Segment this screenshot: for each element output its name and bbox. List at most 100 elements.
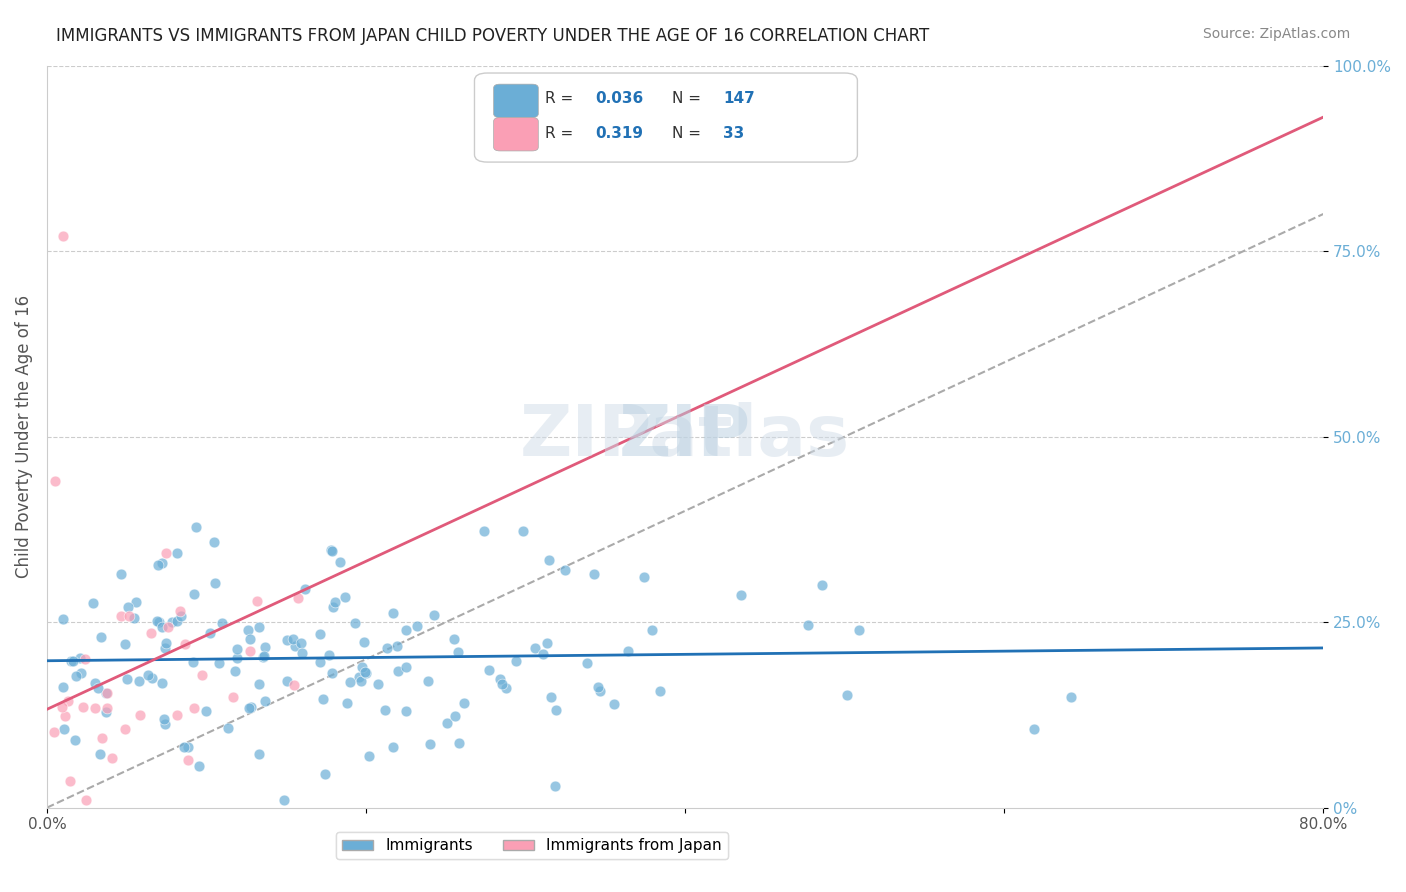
Point: [546, 703, 568, 717]
Point: [283, 639, 305, 653]
Point: [51, 699, 73, 714]
Text: 0.319: 0.319: [596, 127, 644, 141]
Point: [72, 700, 94, 714]
Point: [52, 722, 75, 736]
Point: [166, 615, 188, 629]
Point: [96, 686, 118, 700]
Point: [575, 657, 598, 671]
Point: [91, 731, 114, 746]
Point: [333, 590, 356, 604]
Point: [603, 697, 626, 711]
Point: [52, 680, 75, 694]
Text: N =: N =: [672, 91, 706, 106]
Point: [367, 677, 389, 691]
Point: [211, 615, 233, 630]
Point: [505, 654, 527, 668]
Point: [155, 640, 177, 655]
Point: [115, 672, 138, 686]
Point: [276, 633, 298, 648]
Point: [224, 664, 246, 678]
Point: [141, 671, 163, 685]
Point: [321, 666, 343, 681]
Point: [148, 558, 170, 572]
Point: [170, 608, 193, 623]
Point: [276, 674, 298, 689]
Point: [160, 615, 183, 629]
Point: [641, 624, 664, 638]
Point: [153, 716, 176, 731]
Point: [291, 646, 314, 660]
Point: [523, 640, 546, 655]
Point: [177, 753, 200, 767]
Point: [217, 721, 239, 735]
Point: [204, 575, 226, 590]
Point: [344, 615, 367, 630]
Point: [183, 587, 205, 601]
Point: [447, 645, 470, 659]
Point: [247, 620, 270, 634]
Point: [96, 705, 118, 719]
Text: R =: R =: [544, 91, 578, 106]
FancyBboxPatch shape: [494, 84, 538, 118]
Text: R =: R =: [544, 127, 578, 141]
Point: [207, 657, 229, 671]
Point: [75, 793, 97, 807]
Point: [239, 632, 262, 646]
Text: 33: 33: [723, 127, 745, 141]
Point: [222, 690, 245, 704]
Point: [148, 615, 170, 629]
Point: [55, 708, 77, 723]
Text: Source: ZipAtlas.com: Source: ZipAtlas.com: [1202, 27, 1350, 41]
Point: [240, 700, 263, 714]
Point: [82, 596, 104, 610]
Point: [254, 640, 277, 654]
Point: [281, 632, 304, 647]
Point: [153, 712, 176, 726]
Point: [62, 654, 84, 668]
Point: [155, 546, 177, 560]
Text: N =: N =: [672, 127, 706, 141]
Point: [359, 749, 381, 764]
Point: [796, 617, 818, 632]
Point: [122, 611, 145, 625]
Point: [377, 641, 399, 656]
Point: [129, 708, 152, 723]
Point: [730, 588, 752, 602]
Point: [290, 635, 312, 649]
Point: [69, 651, 91, 665]
Point: [350, 673, 373, 688]
Point: [633, 570, 655, 584]
Point: [166, 546, 188, 560]
Point: [491, 677, 513, 691]
Point: [44, 474, 66, 488]
Point: [416, 673, 439, 688]
Point: [443, 708, 465, 723]
Point: [195, 704, 218, 718]
Point: [236, 624, 259, 638]
Point: [114, 722, 136, 736]
Point: [287, 591, 309, 605]
Point: [554, 563, 576, 577]
Point: [173, 637, 195, 651]
Point: [198, 626, 221, 640]
Point: [238, 701, 260, 715]
Point: [1022, 723, 1045, 737]
Point: [150, 676, 173, 690]
Point: [588, 683, 610, 698]
Point: [252, 650, 274, 665]
Point: [318, 648, 340, 662]
Text: 147: 147: [723, 91, 755, 106]
Point: [166, 708, 188, 723]
Point: [90, 630, 112, 644]
Point: [188, 759, 211, 773]
Point: [323, 595, 346, 609]
Point: [489, 672, 512, 686]
Point: [155, 636, 177, 650]
Point: [150, 620, 173, 634]
Point: [436, 715, 458, 730]
Point: [309, 655, 332, 669]
Point: [329, 555, 352, 569]
Point: [136, 667, 159, 681]
Point: [848, 623, 870, 637]
Point: [253, 649, 276, 664]
